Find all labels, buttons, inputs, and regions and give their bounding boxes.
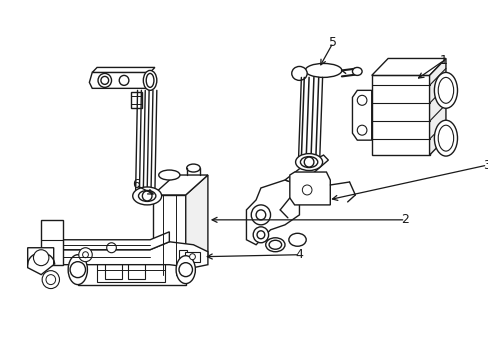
Ellipse shape — [68, 255, 87, 285]
Circle shape — [119, 75, 129, 85]
Bar — [97, 258, 164, 282]
Polygon shape — [153, 175, 207, 195]
Circle shape — [70, 262, 85, 278]
Polygon shape — [78, 255, 185, 285]
Polygon shape — [289, 172, 329, 205]
Ellipse shape — [291, 67, 306, 80]
Polygon shape — [428, 58, 445, 155]
Bar — [104, 261, 122, 279]
Circle shape — [42, 271, 60, 289]
Circle shape — [46, 275, 56, 285]
Ellipse shape — [265, 238, 285, 252]
Polygon shape — [41, 242, 207, 268]
Ellipse shape — [146, 73, 154, 87]
Bar — [128, 261, 145, 279]
Circle shape — [142, 191, 152, 201]
Circle shape — [106, 243, 116, 253]
Ellipse shape — [352, 67, 361, 75]
Ellipse shape — [305, 63, 341, 77]
Ellipse shape — [138, 190, 156, 201]
Text: 5: 5 — [328, 36, 337, 49]
Polygon shape — [153, 195, 185, 275]
Ellipse shape — [295, 154, 322, 171]
Ellipse shape — [300, 157, 317, 167]
Circle shape — [189, 254, 195, 260]
Polygon shape — [41, 220, 63, 265]
Ellipse shape — [433, 120, 457, 156]
Circle shape — [251, 205, 270, 225]
Text: 4: 4 — [295, 248, 303, 261]
Polygon shape — [352, 90, 371, 140]
Bar — [130, 92, 142, 108]
Circle shape — [256, 210, 265, 220]
Polygon shape — [371, 75, 428, 155]
Circle shape — [179, 263, 192, 276]
Polygon shape — [285, 155, 328, 185]
Text: 6: 6 — [131, 179, 139, 192]
Circle shape — [253, 227, 268, 243]
Ellipse shape — [159, 170, 180, 180]
Ellipse shape — [186, 164, 200, 172]
Bar — [184, 252, 200, 262]
Circle shape — [302, 185, 311, 195]
Polygon shape — [28, 248, 54, 275]
Polygon shape — [246, 180, 299, 245]
Ellipse shape — [437, 77, 453, 103]
Circle shape — [101, 76, 108, 84]
Text: 3: 3 — [483, 158, 488, 172]
Polygon shape — [371, 58, 445, 75]
Ellipse shape — [176, 256, 195, 284]
Polygon shape — [92, 67, 155, 72]
Circle shape — [98, 73, 111, 87]
Bar — [179, 250, 186, 264]
Ellipse shape — [132, 187, 162, 205]
Ellipse shape — [288, 233, 305, 246]
Polygon shape — [185, 175, 207, 275]
Circle shape — [257, 231, 264, 239]
Ellipse shape — [433, 72, 457, 108]
Circle shape — [82, 252, 88, 258]
Circle shape — [304, 157, 313, 167]
Ellipse shape — [268, 240, 281, 249]
Ellipse shape — [437, 125, 453, 151]
Circle shape — [357, 95, 366, 105]
Polygon shape — [63, 232, 169, 250]
Text: 1: 1 — [439, 54, 447, 67]
Ellipse shape — [143, 71, 157, 90]
Polygon shape — [89, 72, 153, 88]
Circle shape — [33, 250, 49, 266]
Circle shape — [357, 125, 366, 135]
Text: 2: 2 — [401, 213, 408, 226]
Circle shape — [79, 248, 92, 262]
